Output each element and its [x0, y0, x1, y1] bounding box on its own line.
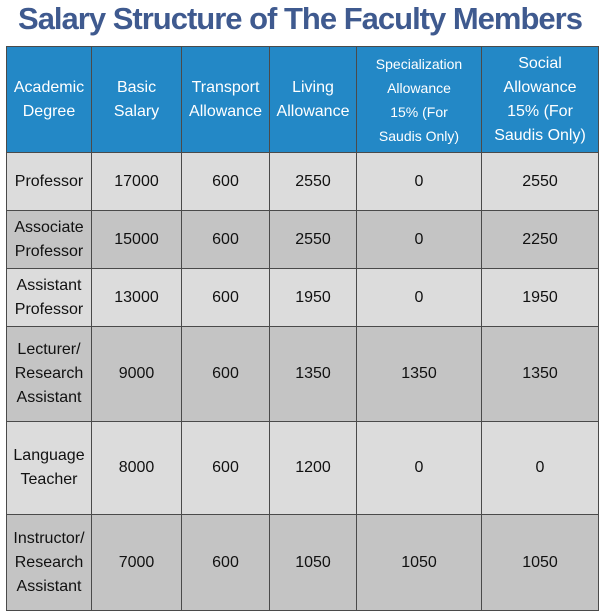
cell-living-allowance: 1050 — [269, 514, 357, 611]
table-header-row: Academic Degree Basic Salary Transport A… — [6, 46, 599, 153]
cell-transport-allowance: 600 — [181, 421, 270, 515]
cell-academic-degree: Professor — [6, 152, 92, 211]
salary-table: Academic Degree Basic Salary Transport A… — [6, 46, 599, 611]
header-transport-allowance: Transport Allowance — [181, 46, 270, 153]
cell-transport-allowance: 600 — [181, 152, 270, 211]
cell-basic-salary: 13000 — [91, 268, 182, 327]
cell-living-allowance: 1950 — [269, 268, 357, 327]
table-row: Instructor/ Research Assistant 7000 600 … — [6, 514, 599, 611]
cell-basic-salary: 8000 — [91, 421, 182, 515]
cell-living-allowance: 1350 — [269, 326, 357, 422]
cell-basic-salary: 7000 — [91, 514, 182, 611]
header-academic-degree: Academic Degree — [6, 46, 92, 153]
table-row: Professor 17000 600 2550 0 2550 — [6, 152, 599, 211]
cell-social-allowance: 1950 — [481, 268, 599, 327]
header-living-allowance: Living Allowance — [269, 46, 357, 153]
cell-specialization-allowance: 1050 — [356, 514, 482, 611]
cell-transport-allowance: 600 — [181, 210, 270, 269]
cell-living-allowance: 2550 — [269, 210, 357, 269]
cell-specialization-allowance: 0 — [356, 210, 482, 269]
cell-living-allowance: 1200 — [269, 421, 357, 515]
table-row: Assistant Professor 13000 600 1950 0 195… — [6, 268, 599, 327]
cell-social-allowance: 0 — [481, 421, 599, 515]
cell-social-allowance: 2550 — [481, 152, 599, 211]
cell-basic-salary: 9000 — [91, 326, 182, 422]
cell-academic-degree: Associate Professor — [6, 210, 92, 269]
table-row: Lecturer/ Research Assistant 9000 600 13… — [6, 326, 599, 422]
cell-transport-allowance: 600 — [181, 268, 270, 327]
cell-living-allowance: 2550 — [269, 152, 357, 211]
cell-transport-allowance: 600 — [181, 326, 270, 422]
cell-academic-degree: Assistant Professor — [6, 268, 92, 327]
cell-basic-salary: 15000 — [91, 210, 182, 269]
table-row: Associate Professor 15000 600 2550 0 225… — [6, 210, 599, 269]
header-social-allowance: Social Allowance 15% (For Saudis Only) — [481, 46, 599, 153]
cell-specialization-allowance: 0 — [356, 152, 482, 211]
page-title: Salary Structure of The Faculty Members — [18, 1, 583, 36]
table-row: Language Teacher 8000 600 1200 0 0 — [6, 421, 599, 515]
cell-social-allowance: 1050 — [481, 514, 599, 611]
cell-academic-degree: Language Teacher — [6, 421, 92, 515]
cell-academic-degree: Lecturer/ Research Assistant — [6, 326, 92, 422]
cell-specialization-allowance: 0 — [356, 421, 482, 515]
cell-transport-allowance: 600 — [181, 514, 270, 611]
cell-academic-degree: Instructor/ Research Assistant — [6, 514, 92, 611]
header-basic-salary: Basic Salary — [91, 46, 182, 153]
cell-specialization-allowance: 1350 — [356, 326, 482, 422]
header-specialization-allowance: Specialization Allowance 15% (For Saudis… — [356, 46, 482, 153]
cell-social-allowance: 2250 — [481, 210, 599, 269]
cell-social-allowance: 1350 — [481, 326, 599, 422]
cell-specialization-allowance: 0 — [356, 268, 482, 327]
cell-basic-salary: 17000 — [91, 152, 182, 211]
